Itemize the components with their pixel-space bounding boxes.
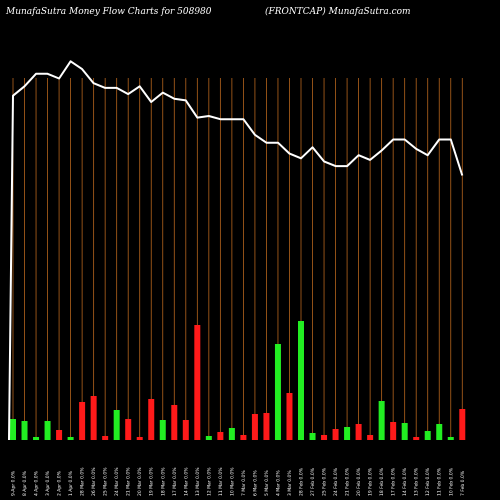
volume-bar <box>240 435 247 440</box>
x-tick-label: 11 Mar 0.0% <box>218 467 224 496</box>
x-tick-label: 14 Feb 0.0% <box>402 467 408 496</box>
x-tick-label: 9-Apr 0.0% <box>11 470 17 496</box>
x-tick-label: 28 Mar 0.0% <box>80 467 86 496</box>
volume-bar <box>251 414 258 440</box>
x-tick-label: 4 Apr 0.0% <box>34 470 40 496</box>
x-tick-label: 21 Mar 0.0% <box>126 467 132 496</box>
x-tick-label: 27 Feb 0.0% <box>310 467 316 496</box>
volume-bar <box>159 420 166 440</box>
volume-bar <box>321 435 328 440</box>
x-tick-label: 25 Feb 0.0% <box>322 467 328 496</box>
volume-bar <box>390 422 397 440</box>
volume-bar <box>436 424 443 440</box>
x-tick-label: 12 Feb 0.0% <box>425 467 431 496</box>
volume-bar <box>355 424 362 440</box>
volume-bar <box>286 393 293 440</box>
x-tick-label: 3 Mar 0.0% <box>287 470 293 496</box>
x-tick-label: 7 Mar 0.0% <box>241 470 247 496</box>
x-tick-label: 10 Feb 0.0% <box>448 467 454 496</box>
volume-bar <box>309 433 316 440</box>
x-axis-labels: 9-Apr 0.0% 8 Apr 0.0% 4 Apr 0.0% 3 Apr 0.0%… <box>11 467 466 496</box>
x-tick-label: 17 Mar 0.0% <box>172 467 178 496</box>
x-tick-label: 8 Apr 0.0% <box>22 470 28 496</box>
x-tick-label: 18 Feb 0.0% <box>379 467 385 496</box>
chart-title: MunafaSutra Money Flow Charts for 508980 <box>5 7 212 17</box>
volume-bar <box>424 431 431 440</box>
volume-bar <box>56 430 63 440</box>
volume-bar <box>102 436 109 440</box>
volume-bar <box>217 432 224 440</box>
x-tick-label: 21 Feb 0.0% <box>345 467 351 496</box>
x-tick-label: 6 Mar 0.0% <box>252 470 258 496</box>
volume-bar <box>205 436 212 440</box>
x-tick-label: 5 Mar 0.0% <box>264 470 270 496</box>
x-tick-label: 10 Mar 0.0% <box>229 467 235 496</box>
x-tick-label: 7 Feb 0.0% <box>460 470 466 496</box>
site-name: (FRONTCAP) MunafaSutra.com <box>265 6 411 17</box>
volume-bar <box>401 423 408 440</box>
volume-bar <box>10 419 16 440</box>
volume-bar <box>67 437 74 440</box>
volume-bar <box>136 437 143 440</box>
x-tick-label: 28 Feb 0.0% <box>299 467 305 496</box>
volume-bar <box>274 344 281 440</box>
price-line <box>8 60 464 441</box>
volume-bar <box>332 429 339 440</box>
x-tick-label: 19 Mar 0.0% <box>149 467 155 496</box>
x-tick-label: 13 Feb 0.0% <box>414 467 420 496</box>
volume-bar <box>228 428 235 440</box>
x-tick-label: 1 Apr 0.0% <box>68 470 74 496</box>
volume-bar <box>182 420 189 440</box>
x-tick-label: 2 Apr 0.0% <box>57 470 63 496</box>
x-tick-label: 19 Feb 0.0% <box>368 467 374 496</box>
volume-bar <box>113 410 120 440</box>
x-tick-label: 12 Mar 0.0% <box>206 467 212 496</box>
x-tick-label: 14 Mar 0.0% <box>183 467 189 496</box>
volume-bar <box>125 419 132 440</box>
x-tick-label: 4 Mar 0.0% <box>275 470 281 496</box>
x-tick-label: 25 Mar 0.0% <box>103 467 109 496</box>
volume-bar <box>44 421 51 440</box>
x-tick-label: 20 Mar 0.0% <box>137 467 143 496</box>
x-tick-label: 13 Mar 0.0% <box>195 467 201 496</box>
volume-bar <box>378 401 385 440</box>
x-tick-label: 18 Mar 0.0% <box>160 467 166 496</box>
x-tick-label: 11 Feb 0.0% <box>437 467 443 496</box>
volume-bars <box>10 321 466 440</box>
volume-bar <box>298 321 304 440</box>
x-tick-label: 24 Mar 0.0% <box>114 467 120 496</box>
x-tick-label: 26 Mar 0.0% <box>91 467 97 496</box>
volume-bar <box>171 405 178 440</box>
x-tick-label: 3 Apr 0.0% <box>45 470 51 496</box>
volume-bar <box>79 402 86 440</box>
volume-bar <box>447 437 454 440</box>
volume-bar <box>194 325 201 440</box>
x-tick-label: 24 Feb 0.0% <box>333 467 339 496</box>
volume-bar <box>413 437 420 440</box>
volume-bar <box>148 399 155 440</box>
volume-bar <box>90 396 97 440</box>
volume-bar <box>21 421 28 440</box>
x-tick-label: 20 Feb 0.0% <box>356 467 362 496</box>
volume-bar <box>367 435 374 440</box>
volume-bar <box>344 427 351 440</box>
volume-bar <box>33 437 40 440</box>
volume-bar <box>459 409 466 440</box>
volume-bar <box>263 413 270 440</box>
x-tick-label: 17 Feb 0.0% <box>391 467 397 496</box>
gridlines <box>12 78 463 440</box>
